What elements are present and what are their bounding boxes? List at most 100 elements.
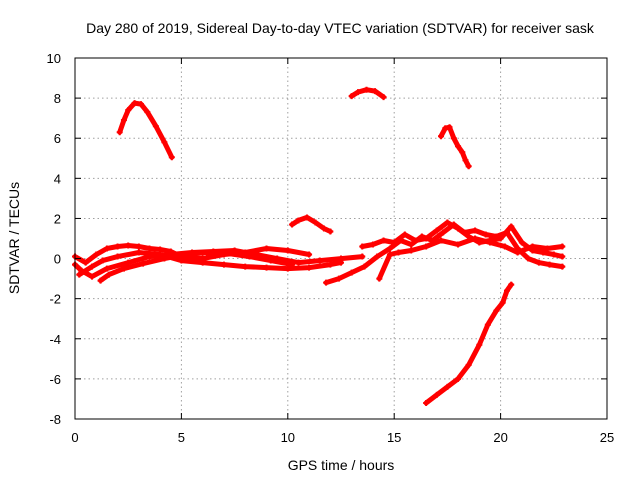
data-point	[295, 217, 302, 224]
data-point	[372, 88, 379, 95]
data-point	[501, 243, 508, 250]
data-point	[462, 157, 469, 164]
data-point	[423, 399, 430, 406]
data-point	[386, 251, 393, 258]
ticks	[74, 57, 608, 420]
data-point	[442, 125, 449, 132]
data-point	[97, 277, 104, 284]
data-point	[433, 227, 440, 234]
data-point	[131, 100, 138, 107]
series-band-e	[323, 222, 565, 286]
data-point	[125, 259, 132, 266]
data-point	[157, 246, 164, 253]
data-point	[359, 243, 366, 250]
data-point	[529, 243, 536, 250]
data-point	[103, 265, 110, 272]
data-point	[386, 245, 393, 252]
data-point	[374, 253, 381, 260]
data-point	[348, 269, 355, 276]
data-point	[140, 260, 147, 267]
data-point	[438, 133, 445, 140]
y-tick-label: 6	[54, 131, 61, 146]
data-point	[395, 249, 402, 256]
data-point	[306, 264, 313, 271]
data-point	[323, 279, 330, 286]
data-point	[369, 241, 376, 248]
data-point	[284, 247, 291, 254]
data-point	[465, 163, 472, 170]
data-point	[508, 281, 515, 288]
data-point	[168, 154, 175, 161]
data-point	[459, 149, 466, 156]
x-tick-label: 25	[600, 430, 614, 445]
data-point	[380, 94, 387, 101]
data-point	[444, 383, 451, 390]
series-arc-steep-negative	[423, 282, 514, 406]
grid	[75, 58, 607, 419]
data-point	[559, 263, 566, 270]
y-tick-label: 10	[47, 51, 61, 66]
data-point	[363, 86, 370, 93]
data-point	[120, 265, 127, 272]
y-axis-label: SDTVAR / TECUs	[6, 182, 22, 294]
data-point	[120, 117, 127, 124]
data-point	[380, 237, 387, 244]
data-point	[125, 107, 132, 114]
data-point	[484, 321, 491, 328]
x-tick-label: 0	[71, 430, 78, 445]
data-point	[408, 241, 415, 248]
data-point	[157, 251, 164, 258]
y-tick-label: 4	[54, 171, 61, 186]
data-point	[455, 143, 462, 150]
series-group	[72, 86, 566, 406]
data-point	[440, 229, 447, 236]
data-point	[203, 249, 210, 256]
data-point	[295, 259, 302, 266]
data-point	[306, 251, 313, 258]
data-point	[450, 135, 457, 142]
data-point	[361, 263, 368, 270]
y-tick-label: -4	[49, 332, 61, 347]
data-point	[93, 251, 100, 258]
data-point	[161, 139, 168, 146]
data-point	[455, 225, 462, 232]
data-point	[335, 275, 342, 282]
data-point	[144, 109, 151, 116]
data-point	[99, 257, 106, 264]
x-axis-label: GPS time / hours	[288, 457, 395, 473]
data-point	[284, 265, 291, 272]
data-point	[518, 239, 525, 246]
data-point	[135, 249, 142, 256]
data-point	[472, 227, 479, 234]
y-tick-label: -6	[49, 372, 61, 387]
data-point	[289, 221, 296, 228]
data-point	[246, 253, 253, 260]
x-tick-label: 10	[281, 430, 295, 445]
data-point	[401, 231, 408, 238]
y-tick-label: 8	[54, 91, 61, 106]
data-point	[535, 259, 542, 266]
data-point	[472, 235, 479, 242]
data-point	[89, 263, 96, 270]
data-point	[412, 237, 419, 244]
data-point	[289, 261, 296, 268]
data-point	[82, 259, 89, 266]
data-point	[423, 235, 430, 242]
data-point	[320, 225, 327, 232]
data-point	[76, 271, 83, 278]
data-point	[546, 261, 553, 268]
data-point	[493, 307, 500, 314]
data-point	[514, 249, 521, 256]
data-point	[540, 249, 547, 256]
data-point	[152, 123, 159, 130]
data-point	[355, 89, 362, 96]
data-point	[114, 243, 121, 250]
data-point	[103, 245, 110, 252]
data-point	[408, 247, 415, 254]
data-point	[263, 245, 270, 252]
data-point	[465, 361, 472, 368]
data-point	[503, 287, 510, 294]
data-point	[455, 241, 462, 248]
data-point	[137, 101, 144, 108]
